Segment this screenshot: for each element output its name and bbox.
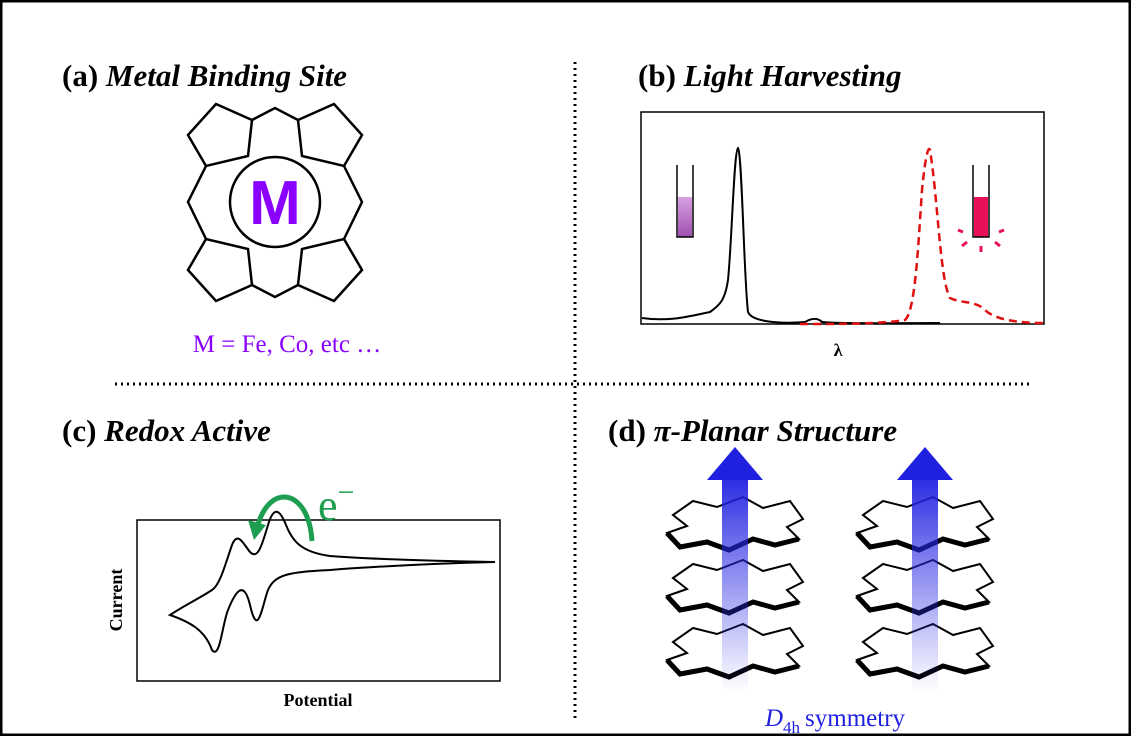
panel-label: (b) [638, 58, 676, 93]
panel-name: Metal Binding Site [105, 58, 347, 93]
frame [1, 1, 1130, 735]
panel-name: π-Planar Structure [654, 413, 898, 448]
panel-label: (d) [608, 413, 646, 448]
tube-absorbing [677, 165, 693, 237]
figure: (a) Metal Binding Site M M = Fe, Co, etc… [0, 0, 1131, 736]
panel-title: (b) Light Harvesting [638, 58, 902, 93]
symmetry-symbol: D [764, 705, 783, 732]
panel-label: (a) [62, 58, 98, 93]
metal-center: M [249, 169, 301, 238]
panel-title: (d) π-Planar Structure [608, 413, 897, 448]
panel-name: Redox Active [103, 413, 271, 448]
cv-curve [170, 512, 495, 652]
cv-frame [137, 520, 500, 681]
caption: M = Fe, Co, etc … [193, 331, 381, 358]
electron-symbol: e [318, 481, 338, 530]
tube-emitting [958, 165, 1004, 252]
emission-curve [800, 149, 1043, 324]
electron-label: e− [318, 476, 354, 530]
panel-label: (c) [62, 413, 96, 448]
symmetry-subscript: 4h [783, 718, 801, 736]
electron-charge: − [338, 476, 355, 509]
symmetry-word: symmetry [805, 705, 905, 732]
x-axis-label: Potential [284, 690, 353, 710]
panel-name: Light Harvesting [683, 58, 902, 93]
panel-title: (a) Metal Binding Site [62, 58, 347, 93]
panel-title: (c) Redox Active [62, 413, 271, 448]
y-axis-label: Current [106, 569, 126, 632]
x-axis-label: λ [834, 340, 843, 360]
